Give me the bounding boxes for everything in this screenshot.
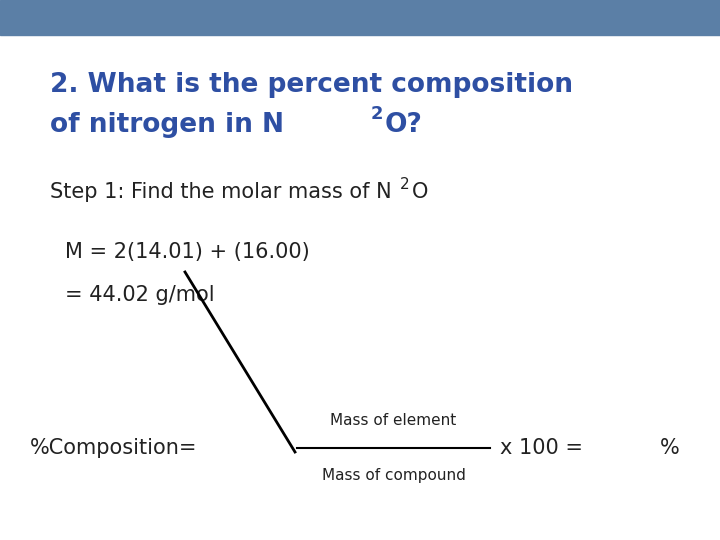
Text: of nitrogen in N: of nitrogen in N [50, 112, 284, 138]
Text: 2: 2 [371, 105, 384, 123]
Text: M = 2(14.01) + (16.00): M = 2(14.01) + (16.00) [65, 242, 310, 262]
Text: 2. What is the percent composition: 2. What is the percent composition [50, 72, 573, 98]
Bar [0, 0, 720, 35]
Text: Mass of element: Mass of element [330, 413, 456, 428]
Text: 2: 2 [400, 177, 410, 192]
Text: Step 1: Find the molar mass of N: Step 1: Find the molar mass of N [50, 182, 392, 202]
Text: O?: O? [385, 112, 423, 138]
Text: x 100 =: x 100 = [500, 438, 583, 458]
Text: O: O [412, 182, 428, 202]
Text: %Composition=: %Composition= [30, 438, 197, 458]
Text: %: % [660, 438, 680, 458]
Text: Mass of compound: Mass of compound [322, 468, 465, 483]
Text: = 44.02 g/mol: = 44.02 g/mol [65, 285, 215, 305]
